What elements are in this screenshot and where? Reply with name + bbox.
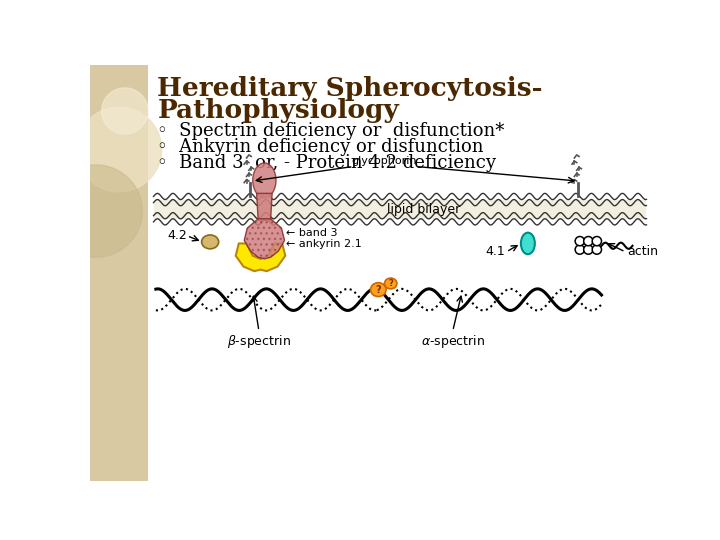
Ellipse shape <box>202 235 219 249</box>
Circle shape <box>593 245 601 254</box>
Circle shape <box>584 237 593 246</box>
Text: ?: ? <box>376 285 381 295</box>
Text: ◦  Spectrin deficiency or  disfunction*: ◦ Spectrin deficiency or disfunction* <box>158 122 505 140</box>
Circle shape <box>76 107 162 192</box>
Text: Hereditary Spherocytosis-: Hereditary Spherocytosis- <box>158 76 543 102</box>
Polygon shape <box>256 193 272 220</box>
Ellipse shape <box>521 233 535 254</box>
Text: lipid bilayer: lipid bilayer <box>387 203 460 216</box>
Text: 4.1: 4.1 <box>485 245 505 259</box>
Circle shape <box>593 237 601 246</box>
Polygon shape <box>244 219 284 259</box>
Ellipse shape <box>384 278 397 289</box>
Text: ◦  Band 3  or, - Protein 4.2 deficiency: ◦ Band 3 or, - Protein 4.2 deficiency <box>158 154 496 172</box>
Circle shape <box>49 165 143 257</box>
Polygon shape <box>235 244 285 271</box>
Text: $\alpha$-spectrin: $\alpha$-spectrin <box>420 333 485 350</box>
Circle shape <box>575 245 585 254</box>
Text: ?: ? <box>388 279 393 288</box>
Text: ← band 3: ← band 3 <box>286 228 338 238</box>
Text: glycophorin: glycophorin <box>352 157 418 166</box>
Text: actin: actin <box>627 245 658 259</box>
Circle shape <box>575 237 585 246</box>
Bar <box>90 65 148 481</box>
Ellipse shape <box>253 163 276 198</box>
Text: Pathophysiology: Pathophysiology <box>158 98 399 123</box>
Text: $\beta$-spectrin: $\beta$-spectrin <box>227 333 291 350</box>
Text: ← ankyrin 2.1: ← ankyrin 2.1 <box>286 239 362 249</box>
Circle shape <box>102 88 148 134</box>
Text: 4.2: 4.2 <box>168 230 187 242</box>
Ellipse shape <box>371 283 386 296</box>
Text: ◦  Ankyrin deficiency or disfunction: ◦ Ankyrin deficiency or disfunction <box>158 138 484 156</box>
Circle shape <box>584 245 593 254</box>
Bar <box>153 200 647 219</box>
